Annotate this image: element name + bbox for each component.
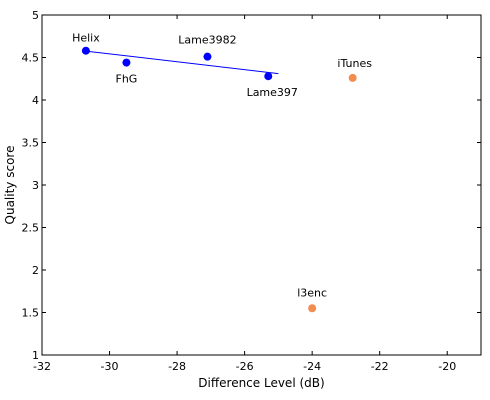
- x-tick-label: -30: [101, 360, 119, 373]
- fit-line-layer: [82, 50, 279, 75]
- point-label: iTunes: [337, 57, 372, 70]
- points-layer: [81, 46, 357, 313]
- point-label: Helix: [72, 32, 100, 45]
- y-axis-label: Quality score: [3, 146, 17, 225]
- point-label: FhG: [116, 73, 138, 86]
- x-tick-label: -24: [303, 360, 321, 373]
- y-tick-label: 2: [32, 264, 39, 277]
- point-label: Lame3982: [178, 34, 236, 47]
- y-tick-label: 4.5: [22, 52, 40, 65]
- x-tick-label: -20: [438, 360, 456, 373]
- y-tick-label: 2.5: [22, 222, 40, 235]
- x-tick-label: -28: [168, 360, 186, 373]
- data-point: [81, 46, 90, 55]
- data-point: [264, 72, 273, 81]
- y-tick-label: 1.5: [22, 307, 40, 320]
- x-axis-label: Difference Level (dB): [198, 376, 324, 390]
- data-point: [122, 58, 131, 67]
- y-tick-label: 4: [32, 94, 39, 107]
- point-label: l3enc: [297, 286, 327, 299]
- data-point: [308, 304, 317, 313]
- data-point: [203, 52, 212, 61]
- plot-frame: [41, 14, 482, 356]
- data-point: [348, 73, 357, 82]
- x-tick-label: -32: [33, 360, 51, 373]
- y-tick-label: 5: [32, 9, 39, 22]
- fit-line: [82, 50, 279, 75]
- x-tick-label: -22: [371, 360, 389, 373]
- y-tick-label: 1: [32, 349, 39, 362]
- y-tick-label: 3.5: [22, 137, 40, 150]
- y-tick-label: 3: [32, 179, 39, 192]
- point-label: Lame397: [247, 86, 298, 99]
- x-tick-label: -26: [236, 360, 254, 373]
- point-labels-layer: Helix FhG Lame3982 Lame397 iTunes l3enc: [72, 32, 372, 300]
- ticks-layer: -32 -30 -28 -26 -24 -22 -20 1 1.5 2 2.5 3 3.5 4 4.5 5: [22, 9, 481, 373]
